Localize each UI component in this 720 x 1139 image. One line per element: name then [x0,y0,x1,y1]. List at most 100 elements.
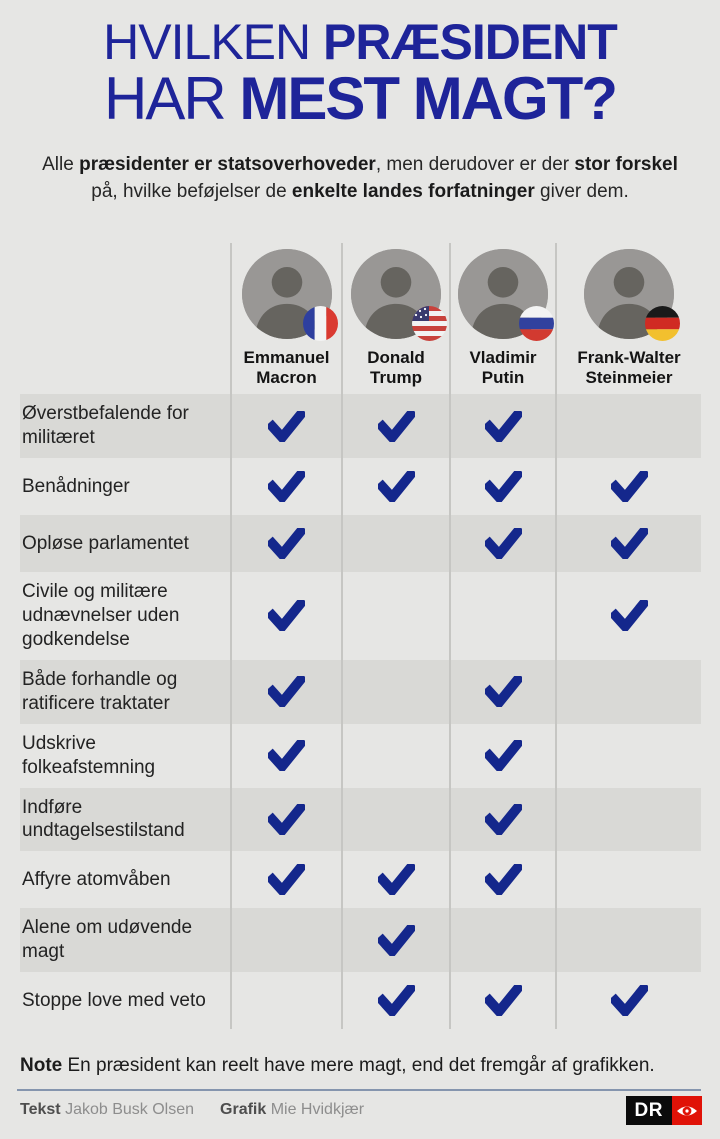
check-icon [341,851,449,909]
intro-segment: Alle [42,154,80,176]
check-icon [230,514,341,572]
title-line1-regular: HVILKEN [103,14,324,70]
table-row: Alene om udøvende magt [20,908,701,973]
portrait-photo-icon [458,249,548,339]
empty-cell [555,394,701,458]
portrait-photo-icon [584,249,674,339]
empty-cell [555,787,701,852]
table-body: Øverstbefalende for militæret Benådninge… [20,394,701,1030]
credits: Tekst Jakob Busk Olsen Grafik Mie Hvidkjæ… [20,1101,390,1119]
empty-cell [449,571,555,660]
check-icon [449,723,555,788]
portrait-photo-icon [351,249,441,339]
president-name: Donald Trump [367,348,425,388]
empty-cell [555,908,701,973]
empty-cell [341,659,449,724]
check-icon [555,972,701,1030]
title-line2-bold: MEST MAGT? [239,65,618,132]
check-icon [230,457,341,515]
power-label: Øverstbefalende for militæret [22,403,189,449]
dr-logo: DR [625,1096,702,1125]
table-row: Opløse parlamentet [20,514,701,572]
check-icon [555,514,701,572]
table-row: Øverstbefalende for militæret [20,394,701,458]
table-row: Stoppe love med veto [20,972,701,1030]
empty-cell [341,571,449,660]
table-row: Indføre undtagelsestilstand [20,787,701,852]
powers-table: Emmanuel Macron Donald Trump Vladimir Putin… [20,243,701,1030]
empty-cell [555,851,701,909]
power-label: Indføre undtagelsestilstand [22,796,185,842]
president-portrait [241,249,338,341]
title-line-1: HVILKEN PRÆSIDENT [0,16,720,68]
table-row: Benådninger [20,457,701,515]
president-portrait [584,249,680,341]
power-label: Benådninger [22,475,130,497]
power-label: Affyre atomvåben [22,868,171,890]
credit-name: Jakob Busk Olsen [65,1101,195,1118]
check-icon [555,457,701,515]
check-icon [449,972,555,1030]
intro-segment: giver dem. [534,181,629,203]
empty-cell [341,723,449,788]
check-icon [341,972,449,1030]
table-row: Udskrive folkeafstemning [20,723,701,788]
power-label: Udskrive folkeafstemning [22,732,156,778]
check-icon [341,394,449,458]
table-row: Både forhandle og ratificere traktater [20,659,701,724]
president-name: Emmanuel Macron [243,348,330,388]
empty-cell [341,514,449,572]
table-row: Affyre atomvåben [20,851,701,909]
de-flag-icon [645,306,680,341]
check-icon [449,394,555,458]
check-icon [449,787,555,852]
empty-cell [341,787,449,852]
table-header-row: Emmanuel Macron Donald Trump Vladimir Putin… [20,243,701,395]
us-flag-icon [412,306,447,341]
credit-item: Tekst Jakob Busk Olsen [20,1101,194,1118]
president-column-header: Frank-Walter Steinmeier [555,243,701,395]
intro-segment: præsidenter er statsoverhoveder [79,154,376,176]
portrait-photo-icon [241,249,332,339]
intro-segment: på, hvilke beføjelser de [91,181,292,203]
empty-cell [449,908,555,973]
check-icon [230,659,341,724]
power-label: Alene om udøvende magt [22,917,193,963]
note-label: Note [20,1055,63,1076]
empty-cell [230,908,341,973]
title-line1-bold: PRÆSIDENT [323,14,618,70]
check-icon [449,514,555,572]
empty-cell [230,972,341,1030]
check-icon [230,571,341,660]
check-icon [449,851,555,909]
check-icon [555,571,701,660]
president-portrait [458,249,554,341]
power-label: Stoppe love med veto [22,989,206,1011]
ru-flag-icon [519,306,554,341]
president-column-header: Emmanuel Macron [230,243,341,395]
fr-flag-icon [302,306,338,341]
check-icon [341,908,449,973]
president-name: Frank-Walter Steinmeier [577,348,681,388]
footer-divider [17,1089,701,1091]
power-label: Opløse parlamentet [22,532,189,554]
credit-role: Grafik [220,1101,271,1118]
intro-text: Alle præsidenter er statsoverhoveder, me… [28,152,692,206]
power-label: Både forhandle og ratificere traktater [22,668,178,714]
intro-segment: stor forskel [574,154,678,176]
check-icon [230,723,341,788]
president-column-header: Donald Trump [341,243,449,395]
check-icon [449,659,555,724]
title-line2-regular: HAR [104,65,240,132]
intro-segment: enkelte landes forfatninger [291,181,535,203]
header-empty-cell [20,243,230,394]
president-portrait [351,249,447,341]
note-body: En præsident kan reelt have mere magt, e… [62,1055,655,1076]
table-row: Civile og militære udnævnelser uden godk… [20,571,701,660]
empty-cell [555,659,701,724]
check-icon [230,851,341,909]
dr-eye-icon [672,1096,702,1125]
page-title: HVILKEN PRÆSIDENT HAR MEST MAGT? [0,0,720,130]
power-label: Civile og militære udnævnelser uden godk… [22,580,180,650]
